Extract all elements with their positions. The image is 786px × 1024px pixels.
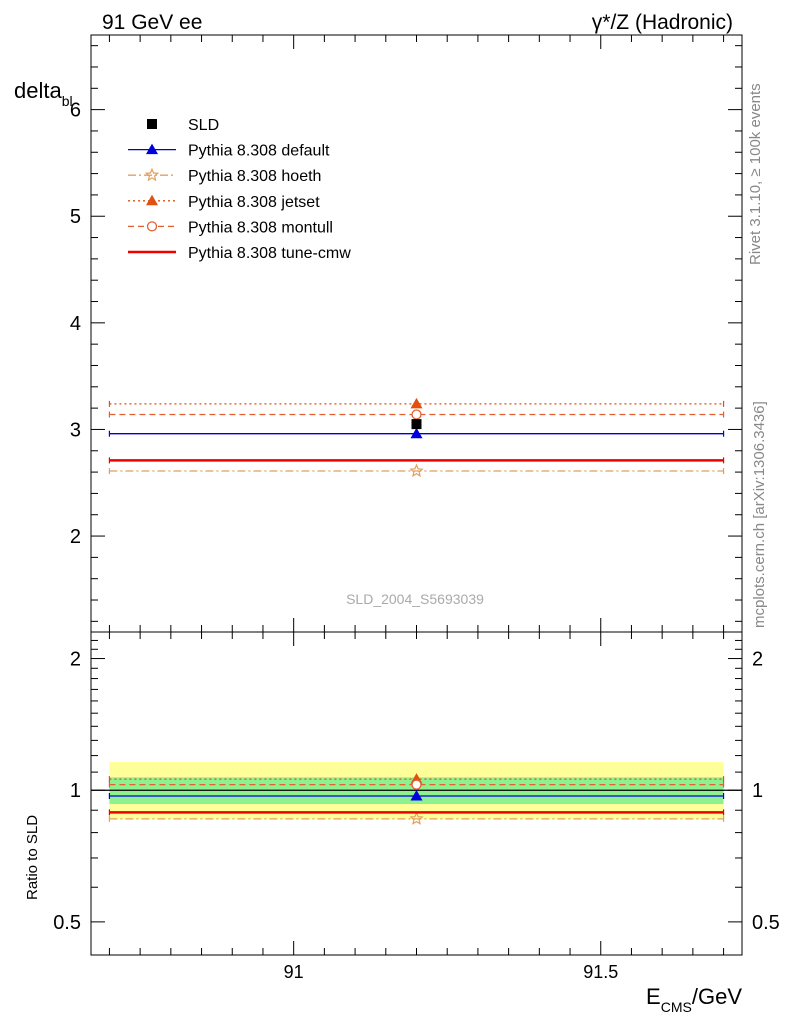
legend: SLD Pythia 8.308 default Pythia 8.308 hoet… — [128, 117, 351, 262]
analysis-watermark: SLD_2004_S5693039 — [346, 591, 484, 607]
x-axis-label: ECMS/GeV — [646, 984, 742, 1015]
main-series-marker-3 — [411, 409, 422, 420]
ratio-frame — [90, 631, 743, 956]
data-point-sld — [411, 419, 422, 430]
ratio-panel: 91 91.5 0.5 0.5 1 1 2 2 — [53, 631, 780, 982]
main-panel: 2 3 4 5 6 — [70, 34, 743, 955]
ratio-series-marker-1 — [409, 811, 424, 825]
ratio-y-tick-label-left: 2 — [70, 649, 81, 671]
legend-marker-1 — [144, 167, 160, 182]
main-series-marker-0 — [410, 427, 423, 439]
ratio-y-tick-label-right: 1 — [752, 780, 763, 802]
ratio-y-tick-label-right: 0.5 — [752, 912, 780, 934]
legend-marker-2 — [146, 194, 158, 206]
legend-label-0: Pythia 8.308 default — [188, 143, 330, 160]
ratio-y-tick-label-left: 1 — [70, 780, 81, 802]
left-title: 91 GeV ee — [102, 11, 202, 34]
main-ylabel: deltabl — [14, 78, 73, 109]
main-series-marker-1 — [409, 463, 424, 478]
legend-label-2: Pythia 8.308 jetset — [188, 194, 320, 211]
right-title: γ*/Z (Hadronic) — [592, 11, 733, 34]
main-y-tick-label: 5 — [70, 206, 81, 228]
x-tick-label: 91.5 — [583, 962, 618, 982]
legend-label-3: Pythia 8.308 montull — [188, 219, 333, 236]
mcplots-label: mcplots.cern.ch [arXiv:1306.3436] — [751, 401, 768, 628]
ratio-ylabel: Ratio to SLD — [24, 815, 41, 900]
ratio-y-tick-label-right: 2 — [752, 649, 763, 671]
main-series-marker-2 — [410, 397, 423, 409]
legend-marker-3 — [146, 221, 158, 232]
main-y-tick-label: 4 — [70, 313, 81, 335]
ratio-series-marker-0 — [410, 790, 423, 801]
ratio-y-tick-label-left: 0.5 — [53, 912, 81, 934]
x-tick-label: 91 — [284, 962, 304, 982]
ratio-series-marker-3 — [411, 779, 422, 790]
legend-label-4: Pythia 8.308 tune-cmw — [188, 245, 351, 262]
main-y-tick-label: 2 — [70, 526, 81, 548]
main-y-tick-label: 6 — [70, 100, 81, 122]
main-y-tick-label: 3 — [70, 419, 81, 441]
rivet-label: Rivet 3.1.10, ≥ 100k events — [747, 83, 764, 265]
legend-marker-sld — [147, 119, 157, 129]
legend-label-sld: SLD — [188, 117, 219, 134]
legend-marker-0 — [146, 143, 158, 155]
legend-label-1: Pythia 8.308 hoeth — [188, 168, 321, 185]
